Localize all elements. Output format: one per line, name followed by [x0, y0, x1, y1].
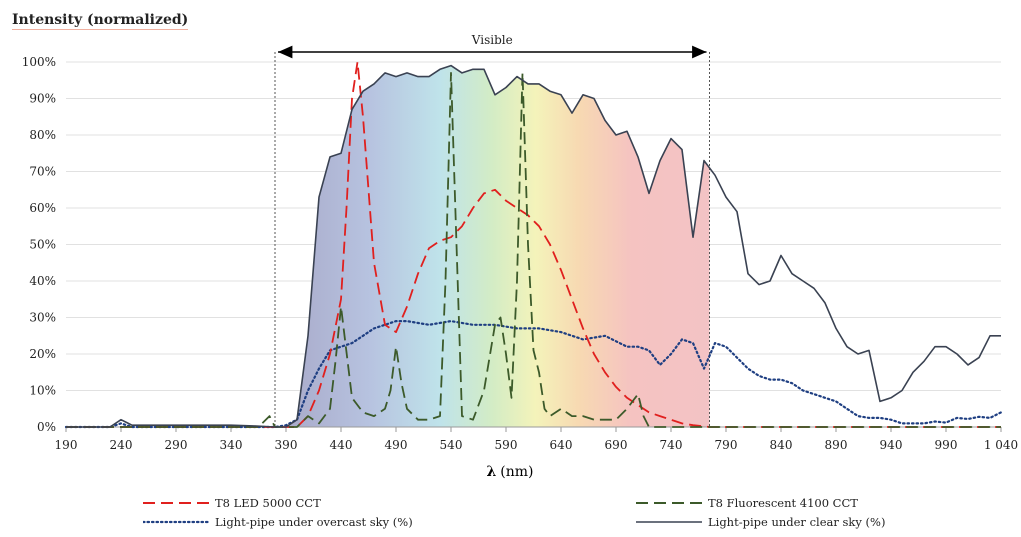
visible-band-label: Visible: [471, 33, 513, 47]
y-tick-label: 30%: [29, 311, 56, 325]
x-tick-label: 640: [550, 438, 573, 452]
x-tick-label: 1 040: [984, 438, 1018, 452]
x-tick-label: 240: [110, 438, 133, 452]
series-line-2: [64, 320, 1003, 429]
legend-item-led: T8 LED 5000 CCT: [143, 496, 321, 510]
x-tick-label: 740: [660, 438, 683, 452]
legend-label-led: T8 LED 5000 CCT: [215, 496, 321, 510]
y-axis-title: Intensity (normalized): [12, 12, 189, 30]
x-tick-label: 190: [55, 438, 78, 452]
legend-item-clear: Light-pipe under clear sky (%): [636, 515, 885, 529]
x-tick-label: 990: [935, 438, 958, 452]
x-tick-label: 840: [770, 438, 793, 452]
legend-swatch-fluorescent: [636, 502, 702, 504]
x-tick-label: 340: [220, 438, 243, 452]
legend-item-fluorescent: T8 Fluorescent 4100 CCT: [636, 496, 858, 510]
x-tick-label: 890: [825, 438, 848, 452]
x-tick-label: 390: [275, 438, 298, 452]
y-tick-label: 60%: [29, 201, 56, 215]
y-tick-label: 70%: [29, 165, 56, 179]
y-tick-label: 80%: [29, 128, 56, 142]
legend-label-overcast: Light-pipe under overcast sky (%): [215, 515, 413, 529]
series-line-0: [66, 61, 1001, 428]
y-tick-label: 20%: [29, 347, 56, 361]
y-tick-label: 100%: [22, 55, 56, 69]
y-tick-label: 0%: [37, 420, 56, 434]
axes: 190 240 290 340 390 440 490 540 590 640 690 740 790 8…: [55, 426, 1018, 452]
legend-swatch-led: [143, 502, 209, 504]
legend-label-clear: Light-pipe under clear sky (%): [708, 515, 886, 529]
x-tick-label: 690: [605, 438, 628, 452]
series-lines: [64, 61, 1003, 429]
x-tick-label: 290: [165, 438, 188, 452]
legend-label-fluorescent: T8 Fluorescent 4100 CCT: [708, 496, 858, 510]
x-tick-label: 490: [385, 438, 408, 452]
x-tick-label: 540: [440, 438, 463, 452]
series-line-3: [66, 64, 1001, 428]
legend-swatch-clear: [636, 521, 702, 523]
series-line-1: [66, 72, 1001, 428]
x-axis-title: λ (nm): [486, 464, 533, 480]
visible-band-fill: [275, 65, 710, 427]
x-tick-label: 940: [880, 438, 903, 452]
y-tick-label: 10%: [29, 384, 56, 398]
x-axis-unit: (nm): [500, 464, 533, 480]
x-tick-label: 440: [330, 438, 353, 452]
x-tick-label: 790: [715, 438, 738, 452]
x-axis-symbol: λ: [486, 464, 496, 480]
y-tick-label: 50%: [29, 238, 56, 252]
visible-band: Visible: [274, 33, 710, 427]
y-tick-label: 40%: [29, 274, 56, 288]
legend-item-overcast: Light-pipe under overcast sky (%): [143, 515, 413, 529]
legend-swatch-overcast: [143, 520, 209, 524]
x-tick-label: 590: [495, 438, 518, 452]
y-tick-label: 90%: [29, 92, 56, 106]
